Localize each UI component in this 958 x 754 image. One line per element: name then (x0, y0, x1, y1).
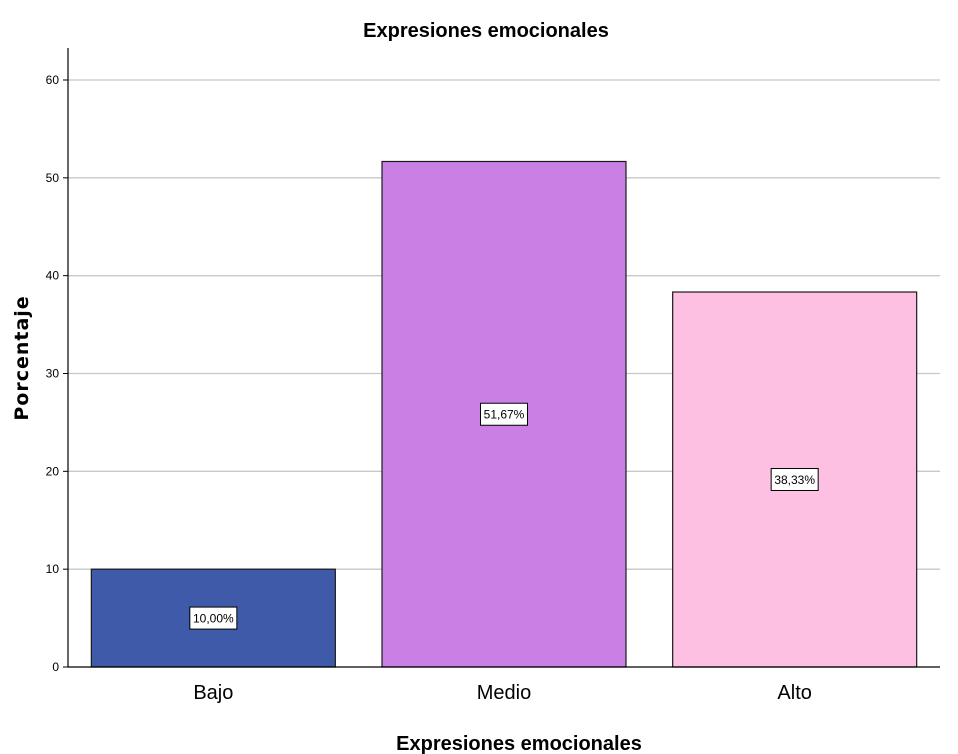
data-label: 51,67% (484, 408, 525, 422)
data-labels: 10,00% 51,67% 38,33% (189, 402, 819, 630)
y-tick-label: 10 (46, 562, 60, 576)
y-tick-label: 50 (46, 171, 60, 185)
chart-title: Expresiones emocionales (363, 20, 609, 42)
y-tick-label: 30 (46, 367, 60, 381)
axes (63, 48, 940, 668)
y-tick-label: 20 (46, 464, 60, 478)
data-label: 10,00% (193, 612, 234, 626)
y-tick-label: 60 (46, 73, 60, 87)
x-axis-label: Expresiones emocionales (396, 733, 642, 754)
x-tick-labels: Bajo Medio Alto (193, 682, 812, 704)
data-label-box (770, 468, 819, 492)
x-tick-label: Alto (777, 682, 811, 704)
data-label-box (480, 402, 528, 426)
y-tick-label: 0 (52, 660, 59, 674)
y-tick-labels: 0 10 20 30 40 50 60 (46, 73, 60, 674)
y-tick-label: 40 (46, 269, 60, 283)
x-tick-label: Bajo (193, 682, 233, 704)
data-label: 38,33% (774, 473, 815, 487)
data-label-box (189, 606, 238, 630)
x-tick-label: Medio (477, 682, 531, 704)
y-axis-label: Porcentaje (11, 295, 33, 420)
